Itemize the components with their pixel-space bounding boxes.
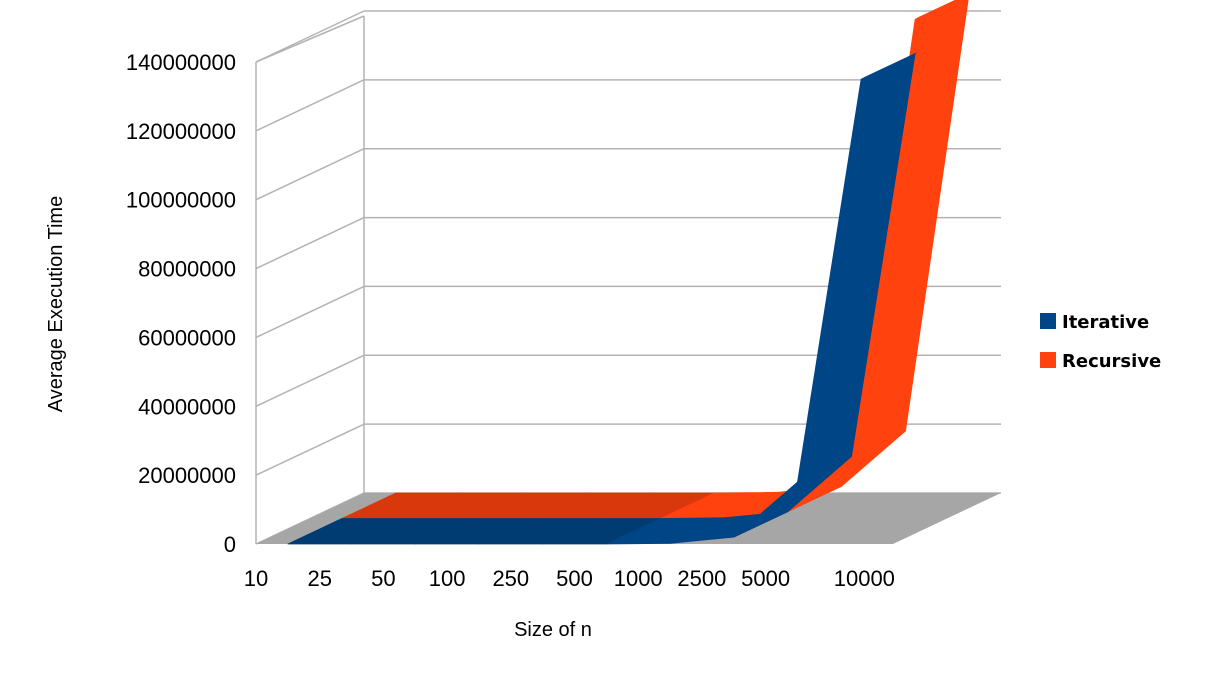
x-tick-label: 500 bbox=[556, 566, 593, 591]
y-axis-ticks: 0 20000000 40000000 60000000 80000000 1000000… bbox=[126, 50, 236, 557]
y-tick-label: 0 bbox=[224, 532, 236, 557]
x-tick-label: 10000 bbox=[834, 566, 895, 591]
legend-swatch bbox=[1040, 352, 1056, 368]
gridline-side bbox=[255, 79, 365, 132]
x-tick-label: 2500 bbox=[677, 566, 726, 591]
legend-swatch bbox=[1040, 313, 1056, 329]
y-axis-title: Average Execution Time bbox=[45, 196, 67, 412]
x-tick-label: 250 bbox=[492, 566, 529, 591]
y-tick-label: 40000000 bbox=[138, 394, 236, 419]
series-iterative bbox=[287, 51, 919, 545]
ribbon-cap bbox=[861, 51, 919, 80]
legend: Iterative Recursive bbox=[1040, 312, 1161, 372]
x-tick-label: 50 bbox=[371, 566, 395, 591]
gridline-side bbox=[255, 216, 365, 270]
x-tick-label: 25 bbox=[307, 566, 331, 591]
gridline-side bbox=[255, 354, 365, 407]
gridline-side bbox=[255, 10, 365, 63]
legend-label: Iterative bbox=[1062, 312, 1149, 333]
gridline-side bbox=[255, 148, 365, 201]
series-layer bbox=[287, 0, 969, 545]
y-tick-label: 20000000 bbox=[138, 463, 236, 488]
x-tick-label: 100 bbox=[429, 566, 466, 591]
x-tick-label: 5000 bbox=[741, 566, 790, 591]
wall-edge bbox=[255, 15, 365, 63]
x-tick-label: 1000 bbox=[614, 566, 663, 591]
y-tick-label: 120000000 bbox=[126, 119, 236, 144]
y-tick-label: 60000000 bbox=[138, 325, 236, 350]
y-tick-label: 80000000 bbox=[138, 257, 236, 282]
ribbon-cap bbox=[915, 0, 956, 20]
y-tick-label: 140000000 bbox=[126, 50, 236, 75]
y-tick-label: 100000000 bbox=[126, 188, 236, 213]
legend-label: Recursive bbox=[1062, 351, 1161, 372]
gridline-side bbox=[255, 423, 365, 476]
series-recursive bbox=[341, 0, 969, 519]
x-tick-label: 10 bbox=[244, 566, 268, 591]
gridline-side bbox=[255, 285, 365, 339]
x-axis-title: Size of n bbox=[514, 619, 592, 641]
x-axis-ticks: 10 25 50 100 250 500 1000 2500 5000 10000 bbox=[244, 566, 895, 591]
